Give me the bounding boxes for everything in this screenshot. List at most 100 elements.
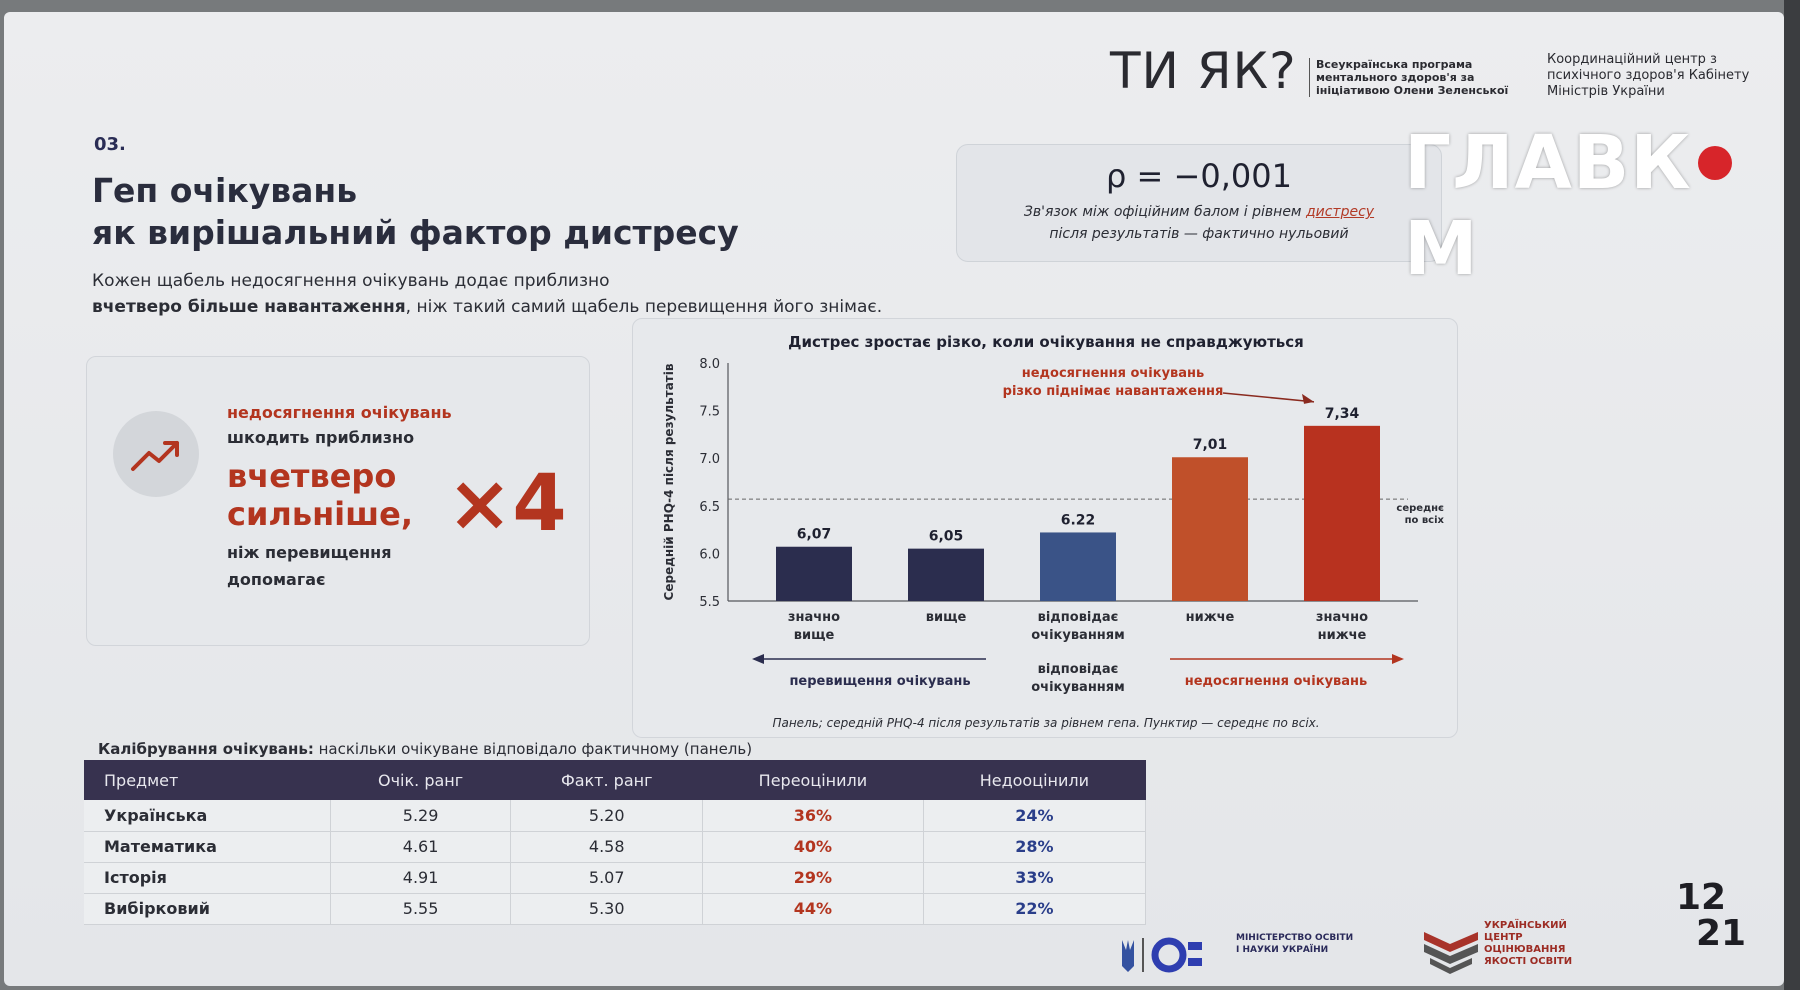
x-tick-label: значно xyxy=(788,610,840,625)
card-line-3a: ніж перевищення xyxy=(227,543,392,562)
x-tick-label: нижче xyxy=(1318,628,1367,643)
ucoyo-icon xyxy=(1424,932,1478,974)
x-tick-label: нижче xyxy=(1186,610,1235,625)
x-tick-label: вище xyxy=(794,628,835,643)
subtitle-bold: вчетверо більше навантаження xyxy=(92,297,406,317)
cell-expected: 4.61 xyxy=(330,831,512,863)
ucoyo-logo: УКРАЇНСЬКИЙ ЦЕНТР ОЦІНЮВАННЯ ЯКОСТІ ОСВІ… xyxy=(1420,920,1600,982)
cell-subject: Вибірковий xyxy=(84,893,331,925)
y-tick-label: 7.0 xyxy=(699,452,720,467)
cell-under: 24% xyxy=(923,800,1147,832)
y-tick-label: 6.0 xyxy=(699,547,720,562)
bar-value-label: 6,05 xyxy=(929,529,964,545)
table-caption-rest: наскільки очікуване відповідало фактично… xyxy=(313,740,753,758)
card-text: недосягнення очікувань шкодить приблизно… xyxy=(227,403,457,593)
mon-text: МІНІСТЕРСТВО ОСВІТИ І НАУКИ УКРАЇНИ xyxy=(1236,933,1354,955)
bar-2 xyxy=(1040,532,1116,601)
annotation-arrowhead xyxy=(1302,393,1314,404)
cell-expected: 5.29 xyxy=(330,800,512,832)
cell-subject: Українська xyxy=(84,800,331,832)
subtitle-line-2: вчетверо більше навантаження, ніж такий … xyxy=(92,294,892,320)
tiyak-subtitle: Всеукраїнська програма ментального здоро… xyxy=(1309,58,1509,97)
multiplier: ×4 xyxy=(447,459,567,549)
header-overestimated: Переоцінили xyxy=(702,760,924,800)
bar-value-label: 7,01 xyxy=(1193,437,1228,453)
center-arrow-label: очікуванням xyxy=(1031,680,1125,695)
y-tick-label: 5.5 xyxy=(699,595,720,610)
title-line-2: як вирішальний фактор дистресу xyxy=(92,213,739,252)
table-caption-bold: Калібрування очікувань: xyxy=(98,740,314,758)
annotation-arrow xyxy=(1222,392,1315,403)
correlation-box: ρ = −0,001 Зв'язок між офіційним балом і… xyxy=(956,144,1442,262)
header-underestimated: Недооцінили xyxy=(923,760,1146,800)
card-line-2: шкодить приблизно xyxy=(227,428,415,447)
table-row: Історія 4.91 5.07 29% 33% xyxy=(84,862,1147,894)
bar-value-label: 7,34 xyxy=(1325,406,1360,422)
cell-over: 36% xyxy=(702,800,924,832)
cell-subject: Математика xyxy=(84,831,331,863)
glavkom-watermark: ГЛАВКМ xyxy=(1404,120,1784,292)
y-tick-label: 6.5 xyxy=(699,500,720,515)
y-axis-label: Середній PHQ-4 після результатів xyxy=(662,363,676,600)
badge-bottom: 21 xyxy=(1696,913,1747,954)
rho-note-part2: після результатів — фактично нульовий xyxy=(1049,226,1349,242)
center-arrow-label: відповідає xyxy=(1038,662,1119,677)
tiyak-logo: ТИ ЯК? xyxy=(1110,42,1297,100)
bar-4 xyxy=(1304,425,1380,601)
cell-expected: 5.55 xyxy=(330,893,512,925)
badge-1221: 12 21 xyxy=(1676,880,1766,980)
left-arrowhead xyxy=(752,654,764,664)
cell-actual: 4.58 xyxy=(510,831,704,863)
cell-over: 40% xyxy=(702,831,924,863)
cell-subject: Історія xyxy=(84,862,331,894)
card-big-text: вчетверо сильніше, xyxy=(227,457,457,533)
card-line-3: ніж перевищення допомагає xyxy=(227,539,457,593)
y-tick-label: 8.0 xyxy=(699,357,720,372)
cell-actual: 5.20 xyxy=(510,800,704,832)
chart-card: Дистрес зростає різко, коли очікування н… xyxy=(632,318,1458,738)
header-actual-rank: Факт. ранг xyxy=(510,760,703,800)
x-tick-label: очікуванням xyxy=(1031,628,1125,643)
subtitle-line-1: Кожен щабель недосягнення очікувань дода… xyxy=(92,271,610,291)
rho-note: Зв'язок між офіційним балом і рівнем дис… xyxy=(957,201,1441,245)
calibration-table: Предмет Очік. ранг Факт. ранг Переоцінил… xyxy=(84,760,1147,925)
subtitle-rest: , ніж такий самий щабель перевищення йог… xyxy=(405,297,883,317)
key-finding-card: недосягнення очікувань шкодить приблизно… xyxy=(86,356,590,646)
cell-over: 44% xyxy=(702,893,924,925)
section-number: 03. xyxy=(94,134,126,155)
badge-top: 12 xyxy=(1676,877,1727,918)
trend-up-icon xyxy=(113,411,199,497)
table-row: Вибірковий 5.55 5.30 44% 22% xyxy=(84,893,1147,925)
trident-and-mon-icon xyxy=(1122,937,1202,973)
right-arrowhead xyxy=(1392,654,1404,664)
cell-under: 28% xyxy=(923,831,1147,863)
cell-over: 29% xyxy=(702,862,924,894)
card-line-1: недосягнення очікувань xyxy=(227,403,452,422)
coordination-center-label: Координаційний центр з психічного здоров… xyxy=(1547,52,1750,99)
table-row: Математика 4.61 4.58 40% 28% xyxy=(84,831,1147,863)
rho-value: ρ = −0,001 xyxy=(1106,157,1292,195)
table-row: Українська 5.29 5.20 36% 24% xyxy=(84,800,1147,832)
annotation-text: різко піднімає навантаження xyxy=(1003,384,1224,399)
header-subject: Предмет xyxy=(84,760,331,800)
left-arrow-label: перевищення очікувань xyxy=(789,674,970,689)
watermark-text: ГЛАВКМ xyxy=(1404,120,1738,292)
chart-title: Дистрес зростає різко, коли очікування н… xyxy=(788,333,1304,351)
rho-note-highlight: дистресу xyxy=(1305,204,1375,220)
cell-under: 22% xyxy=(923,893,1147,925)
cell-actual: 5.07 xyxy=(510,862,704,894)
bar-1 xyxy=(908,548,984,601)
bar-value-label: 6.22 xyxy=(1061,512,1096,528)
x-tick-label: значно xyxy=(1316,610,1368,625)
page-title: Геп очікувань як вирішальний фактор дист… xyxy=(92,170,739,254)
table-header-row: Предмет Очік. ранг Факт. ранг Переоцінил… xyxy=(84,760,1146,800)
bar-chart: Дистрес зростає різко, коли очікування н… xyxy=(662,333,1445,730)
mean-label: середнє xyxy=(1396,503,1444,514)
cell-expected: 4.91 xyxy=(330,862,512,894)
card-big-line-1: вчетверо xyxy=(227,457,397,495)
x-tick-label: відповідає xyxy=(1038,610,1119,625)
y-tick-label: 7.5 xyxy=(699,405,720,420)
watermark-red-dot xyxy=(1697,146,1732,180)
ucoyo-text: УКРАЇНСЬКИЙ ЦЕНТР ОЦІНЮВАННЯ ЯКОСТІ ОСВІ… xyxy=(1484,920,1573,967)
cell-under: 33% xyxy=(923,862,1147,894)
